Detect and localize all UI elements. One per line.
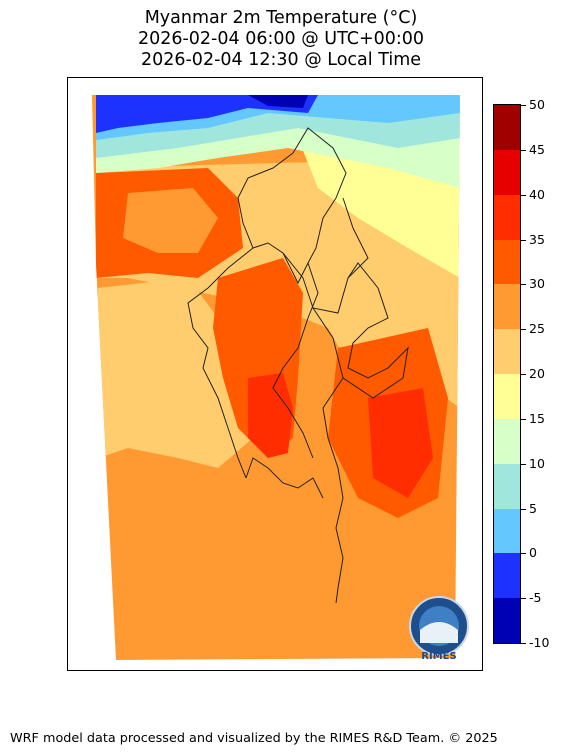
title-line-2: 2026-02-04 06:00 @ UTC+00:00 — [137, 29, 425, 49]
colorbar-segment — [494, 552, 520, 599]
logo-text: RIMES — [421, 651, 456, 662]
map-canvas: RIMES — [92, 95, 469, 662]
temperature-colorbar — [493, 104, 521, 644]
colorbar-tick — [521, 239, 526, 241]
field-35-40-east — [368, 388, 433, 498]
colorbar-tick — [521, 105, 526, 106]
colorbar-segment — [494, 328, 520, 374]
colorbar-tick-label: 10 — [529, 455, 545, 471]
colorbar-tick-label: 35 — [529, 231, 545, 247]
colorbar-tick-label: 30 — [529, 276, 545, 292]
title-line-3: 2026-02-04 12:30 @ Local Time — [140, 50, 422, 70]
colorbar-segment — [494, 373, 520, 419]
colorbar-tick — [521, 508, 526, 510]
colorbar-segment — [494, 508, 520, 554]
colorbar-tick — [521, 418, 526, 420]
colorbar-segment — [494, 283, 520, 330]
country-borders — [187, 127, 409, 604]
map-title: Myanmar 2m Temperature (°C) 2026-02-04 0… — [0, 8, 562, 71]
colorbar-tick — [521, 553, 526, 555]
field-neg10-neg5-north — [248, 95, 308, 108]
temperature-map: RIMES — [67, 77, 483, 671]
colorbar-segment — [494, 194, 520, 240]
colorbar-tick-label: -5 — [529, 590, 542, 606]
colorbar-tick — [521, 329, 526, 331]
colorbar-tick — [521, 284, 526, 286]
colorbar-tick — [521, 643, 526, 644]
colorbar-tick-label: 15 — [529, 410, 545, 426]
field-25-30-northwest — [123, 188, 218, 253]
colorbar-segment — [494, 239, 520, 285]
colorbar-tick-label: -10 — [529, 635, 550, 650]
colorbar-tick-label: 5 — [529, 500, 537, 516]
rimes-logo: RIMES — [409, 596, 469, 662]
colorbar-tick-label: 0 — [529, 545, 537, 561]
colorbar-segment — [494, 597, 520, 643]
colorbar-segment — [494, 418, 520, 464]
colorbar-tick — [521, 598, 526, 600]
colorbar-tick — [521, 194, 526, 196]
colorbar-tick-label: 50 — [529, 97, 545, 112]
colorbar-segment — [494, 149, 520, 195]
colorbar-tick-label: 20 — [529, 366, 545, 381]
colorbar-tick — [521, 374, 526, 375]
credit-footer: WRF model data processed and visualized … — [10, 731, 498, 746]
title-line-1: Myanmar 2m Temperature (°C) — [144, 8, 418, 28]
field-35-40-delta — [248, 373, 293, 458]
temperature-field — [92, 95, 460, 660]
colorbar-tick — [521, 149, 526, 151]
colorbar-tick — [521, 463, 526, 465]
colorbar-tick-label: 25 — [529, 321, 545, 337]
colorbar-segment — [494, 104, 520, 150]
field-neg5-0-north — [96, 95, 318, 133]
colorbar-segment — [494, 463, 520, 509]
colorbar-tick-label: 40 — [529, 186, 545, 202]
colorbar-tick-label: 45 — [529, 141, 545, 157]
